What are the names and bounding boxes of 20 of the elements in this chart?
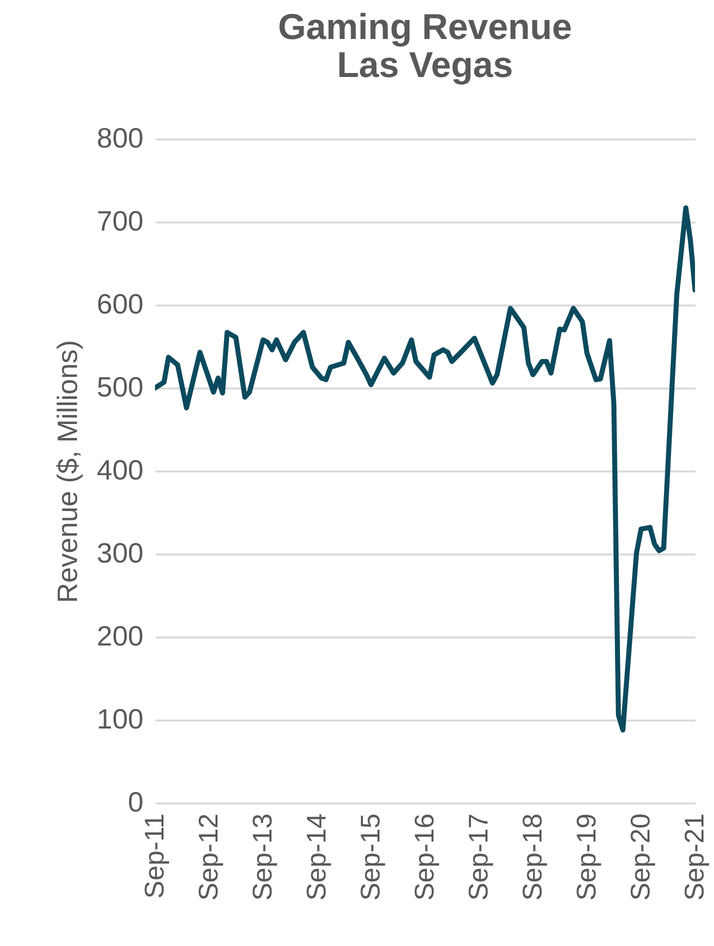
x-tick-label: Sep-12 <box>194 814 224 901</box>
y-tick-label: 200 <box>96 620 144 652</box>
y-tick-label: 400 <box>96 454 144 486</box>
chart-title: Gaming Revenue <box>278 6 572 47</box>
x-tick-label: Sep-16 <box>410 814 440 901</box>
y-tick-label: 700 <box>96 206 144 236</box>
y-tick-label: 600 <box>96 288 144 320</box>
y-tick-label: 800 <box>96 122 144 154</box>
y-axis-title: Revenue ($, Millions) <box>52 340 83 603</box>
y-tick-label: 500 <box>96 372 144 402</box>
x-tick-label: Sep-17 <box>464 814 494 901</box>
x-tick-label: Sep-18 <box>517 814 548 901</box>
y-tick-label: 100 <box>96 704 144 734</box>
x-tick-label: Sep-20 <box>626 814 656 901</box>
x-tick-label: Sep-15 <box>355 814 386 901</box>
x-tick-label: Sep-13 <box>248 814 278 901</box>
y-tick-label: 300 <box>96 538 144 568</box>
x-tick-label: Sep-21 <box>680 814 710 901</box>
x-tick-label: Sep-14 <box>302 814 332 901</box>
x-tick-label: Sep-19 <box>571 814 602 901</box>
